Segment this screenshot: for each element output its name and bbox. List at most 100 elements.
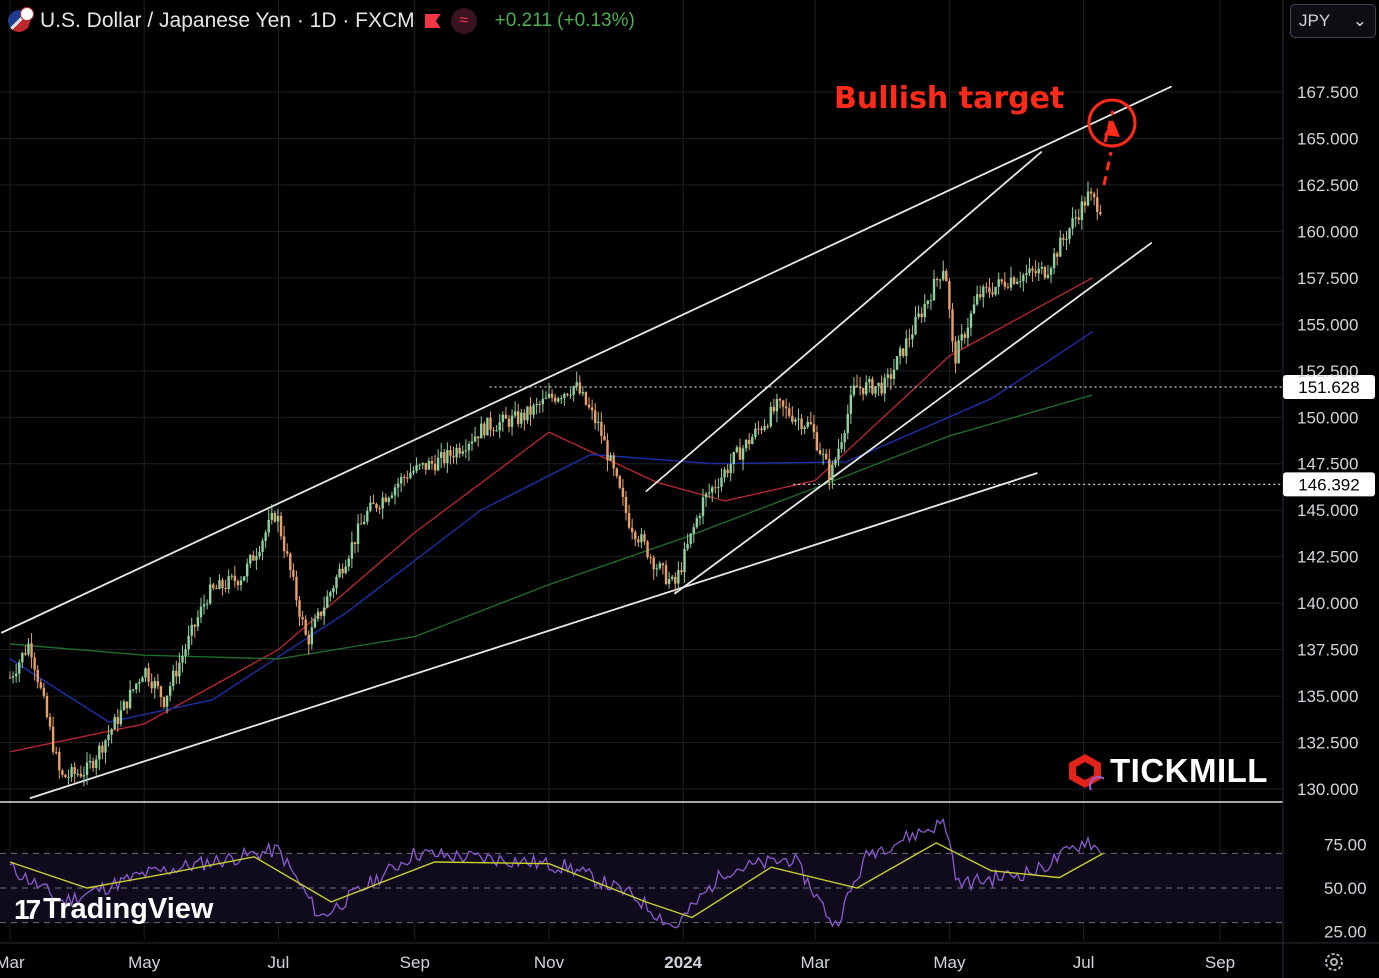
candle-body [375, 504, 378, 509]
candle-body [467, 443, 471, 451]
candle-body [938, 279, 942, 281]
candle-body [692, 527, 695, 534]
candle-body [116, 716, 119, 725]
price-tick-label: 150.000 [1297, 408, 1358, 427]
candle-body [95, 759, 98, 768]
candle-body [618, 476, 622, 488]
time-axis: Mar May Jul Sep Nov 2024 Mar May Jul Sep [0, 953, 1235, 972]
candle-body [1086, 191, 1090, 206]
candle-body [178, 662, 181, 677]
candle-body [443, 452, 446, 464]
price-candles [8, 181, 1102, 787]
horizontal-levels: 151.628 146.392 [489, 375, 1375, 497]
candle-body [18, 662, 21, 674]
tradingview-logo-text: TradingView [43, 893, 214, 925]
candle-body [141, 677, 144, 682]
candle-body [849, 394, 853, 414]
gear-icon[interactable] [1322, 950, 1346, 974]
moving-average-line [9, 331, 1093, 723]
candle-body [202, 604, 206, 607]
candle-body [70, 767, 73, 778]
candle-body [714, 487, 717, 489]
red-flag-icon[interactable] [424, 14, 441, 28]
candle-body [843, 432, 846, 443]
time-tick-label: Nov [534, 953, 565, 972]
candle-body [680, 570, 683, 573]
candle-body [39, 682, 42, 688]
candle-body [418, 464, 421, 466]
candle-body [390, 495, 394, 498]
candle-body [252, 555, 255, 561]
candle-body [517, 411, 520, 424]
candle-body [640, 534, 643, 543]
candle-body [356, 523, 360, 545]
candle-body [686, 543, 689, 549]
candle-body [168, 685, 172, 696]
candle-body [612, 455, 615, 469]
candle-body [1052, 253, 1056, 269]
candle-body [239, 580, 243, 585]
candle-body [67, 777, 70, 779]
candle-body [242, 576, 246, 581]
candle-body [553, 397, 557, 402]
moving-averages [9, 277, 1093, 753]
candle-body [156, 681, 160, 687]
candle-body [51, 726, 55, 752]
candle-body [707, 492, 711, 494]
candle-body [369, 502, 372, 511]
candle-body [538, 403, 541, 405]
candle-body [196, 617, 200, 627]
rsi-tick-label: 75.00 [1324, 836, 1367, 855]
candle-body [233, 575, 237, 582]
rsi-tick-label: 25.00 [1324, 922, 1367, 941]
symbol-title[interactable]: U.S. Dollar / Japanese Yen · 1D · FXCM [40, 9, 415, 32]
price-tick-label: 130.000 [1297, 780, 1358, 799]
price-tick-label: 140.000 [1297, 594, 1358, 613]
candle-body [476, 436, 480, 439]
time-tick-label: Sep [400, 953, 430, 972]
candle-body [218, 580, 221, 589]
candle-body [652, 557, 655, 570]
candle-body [440, 452, 443, 458]
candle-body [609, 455, 612, 461]
target-dash-lower [1102, 151, 1113, 186]
currency-select[interactable]: JPY ⌄ [1290, 4, 1376, 38]
moving-average-line [9, 394, 1093, 660]
candle-body [45, 696, 49, 717]
candle-body [424, 462, 427, 470]
candle-body [396, 483, 400, 488]
candle-body [1059, 237, 1062, 257]
tickmill-logo-text: TICKMILL [1110, 752, 1268, 789]
candle-body [449, 449, 452, 456]
candle-body [544, 397, 548, 399]
candle-body [1083, 201, 1087, 206]
candle-body [464, 450, 468, 452]
price-tick-label: 155.000 [1297, 315, 1358, 334]
candle-body [557, 398, 560, 402]
candle-body [399, 477, 403, 484]
candle-body [322, 607, 326, 616]
candle-body [270, 513, 273, 520]
candle-body [932, 278, 936, 301]
price-tick-label: 152.500 [1297, 362, 1358, 381]
candle-body [615, 468, 618, 477]
candle-body [301, 616, 304, 620]
candle-body [597, 421, 600, 424]
candle-body [846, 413, 849, 433]
candle-body [1019, 281, 1022, 283]
rsi-line [9, 817, 1101, 929]
candle-body [784, 406, 788, 409]
candle-body [110, 729, 113, 735]
candle-body [646, 541, 649, 558]
candle-body [498, 421, 501, 431]
candle-body [766, 426, 769, 428]
candle-body [550, 393, 554, 398]
time-tick-label: Mar [801, 953, 831, 972]
candle-body [175, 670, 178, 677]
candle-body [221, 580, 224, 589]
candle-body [61, 770, 64, 775]
wave-icon[interactable]: ≈ [450, 8, 477, 34]
candle-body [513, 411, 517, 416]
candle-body [677, 570, 680, 584]
